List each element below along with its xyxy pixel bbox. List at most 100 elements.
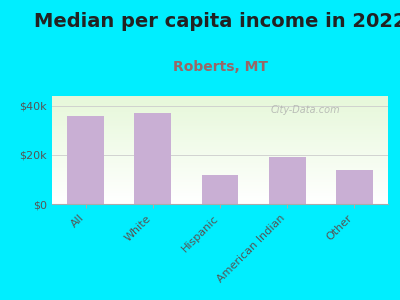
Bar bbox=[52, 125, 388, 126]
Bar bbox=[52, 153, 388, 154]
Bar bbox=[52, 186, 388, 187]
Bar bbox=[336, 169, 373, 204]
Bar bbox=[52, 201, 388, 202]
Bar bbox=[52, 197, 388, 199]
Bar bbox=[52, 120, 388, 121]
Bar bbox=[52, 169, 388, 170]
Bar bbox=[52, 112, 388, 113]
Bar bbox=[52, 127, 388, 128]
Bar bbox=[52, 157, 388, 158]
Bar bbox=[269, 158, 306, 204]
Bar bbox=[52, 100, 388, 101]
Bar bbox=[52, 119, 388, 120]
Bar bbox=[52, 109, 388, 110]
Bar bbox=[52, 118, 388, 119]
Bar bbox=[52, 137, 388, 138]
Bar bbox=[52, 173, 388, 174]
Bar bbox=[52, 123, 388, 124]
Bar bbox=[52, 140, 388, 141]
Bar bbox=[52, 149, 388, 150]
Bar bbox=[52, 105, 388, 106]
Bar bbox=[52, 158, 388, 159]
Bar bbox=[52, 165, 388, 166]
Bar bbox=[52, 99, 388, 100]
Bar bbox=[52, 135, 388, 136]
Bar bbox=[52, 145, 388, 146]
Bar bbox=[52, 152, 388, 153]
Bar bbox=[52, 170, 388, 172]
Bar bbox=[202, 175, 238, 204]
Bar bbox=[52, 200, 388, 201]
Bar bbox=[52, 177, 388, 178]
Bar bbox=[52, 132, 388, 133]
Bar bbox=[52, 111, 388, 112]
Bar bbox=[52, 126, 388, 127]
Bar bbox=[52, 110, 388, 111]
Bar bbox=[52, 148, 388, 149]
Text: City-Data.com: City-Data.com bbox=[270, 105, 340, 115]
Bar bbox=[52, 154, 388, 155]
Bar bbox=[52, 188, 388, 189]
Bar bbox=[52, 142, 388, 143]
Bar bbox=[52, 116, 388, 118]
Bar bbox=[52, 190, 388, 191]
Text: Median per capita income in 2022: Median per capita income in 2022 bbox=[34, 12, 400, 31]
Bar bbox=[52, 113, 388, 114]
Bar bbox=[52, 194, 388, 195]
Bar bbox=[52, 178, 388, 179]
Bar bbox=[52, 182, 388, 184]
Bar bbox=[52, 106, 388, 107]
Bar bbox=[52, 107, 388, 108]
Bar bbox=[52, 176, 388, 177]
Bar bbox=[52, 180, 388, 181]
Bar bbox=[52, 203, 388, 204]
Bar bbox=[67, 116, 104, 204]
Bar bbox=[52, 181, 388, 182]
Bar bbox=[52, 168, 388, 169]
Bar bbox=[52, 114, 388, 116]
Bar bbox=[52, 96, 388, 97]
Bar bbox=[52, 136, 388, 137]
Bar bbox=[52, 163, 388, 164]
Bar bbox=[52, 108, 388, 109]
Bar bbox=[52, 175, 388, 176]
Bar bbox=[52, 196, 388, 197]
Bar bbox=[52, 202, 388, 203]
Bar bbox=[52, 138, 388, 139]
Bar bbox=[52, 187, 388, 188]
Bar bbox=[52, 151, 388, 152]
Bar bbox=[52, 167, 388, 168]
Bar bbox=[52, 101, 388, 103]
Bar bbox=[52, 121, 388, 122]
Bar bbox=[52, 147, 388, 148]
Bar bbox=[52, 103, 388, 105]
Bar bbox=[52, 161, 388, 162]
Bar bbox=[52, 172, 388, 173]
Bar bbox=[52, 128, 388, 130]
Bar bbox=[52, 150, 388, 151]
Bar bbox=[52, 174, 388, 175]
Bar bbox=[52, 146, 388, 147]
Bar bbox=[52, 179, 388, 180]
Bar bbox=[52, 143, 388, 145]
Text: Roberts, MT: Roberts, MT bbox=[172, 60, 268, 74]
Bar bbox=[52, 97, 388, 98]
Bar bbox=[52, 191, 388, 192]
Bar bbox=[52, 160, 388, 161]
Bar bbox=[52, 141, 388, 142]
Bar bbox=[52, 195, 388, 196]
Bar bbox=[52, 134, 388, 135]
Bar bbox=[52, 164, 388, 165]
Bar bbox=[52, 122, 388, 123]
Bar bbox=[52, 155, 388, 157]
Bar bbox=[52, 130, 388, 132]
Bar bbox=[52, 192, 388, 193]
Bar bbox=[52, 159, 388, 160]
Bar bbox=[52, 133, 388, 134]
Bar bbox=[52, 98, 388, 99]
Bar bbox=[52, 193, 388, 194]
Bar bbox=[52, 166, 388, 167]
Bar bbox=[52, 124, 388, 125]
Bar bbox=[52, 139, 388, 140]
Bar bbox=[52, 184, 388, 186]
